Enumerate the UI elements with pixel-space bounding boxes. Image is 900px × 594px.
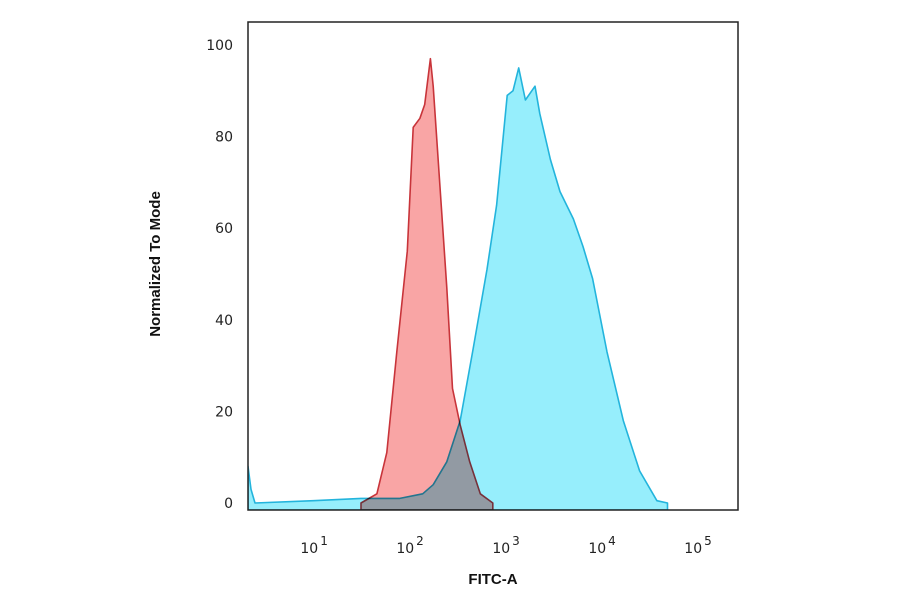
x-tick-label: 10 3 (492, 534, 519, 557)
y-tick-label: 100 (206, 38, 233, 54)
x-tick-label: 10 5 (684, 534, 711, 557)
plot-frame (247, 21, 739, 511)
y-tick-label: 60 (215, 221, 233, 237)
y-tick-label: 40 (215, 313, 233, 329)
x-tick-label: 10 1 (300, 534, 327, 557)
series-control-histogram (360, 57, 494, 510)
y-tick-label: 80 (215, 130, 233, 146)
x-tick-labels: 10 1 10 2 10 3 10 4 10 5 (300, 534, 711, 557)
y-axis-label: Normalized To Mode (147, 191, 164, 337)
y-tick-labels: 0 20 40 60 80 100 (206, 38, 233, 512)
x-tick-label: 10 2 (396, 534, 423, 557)
y-tick-label: 20 (215, 404, 233, 420)
y-tick-label: 0 (224, 496, 233, 512)
x-axis-label: FITC-A (468, 571, 517, 588)
series-layer (248, 57, 669, 510)
x-tick-label: 10 4 (588, 534, 615, 557)
